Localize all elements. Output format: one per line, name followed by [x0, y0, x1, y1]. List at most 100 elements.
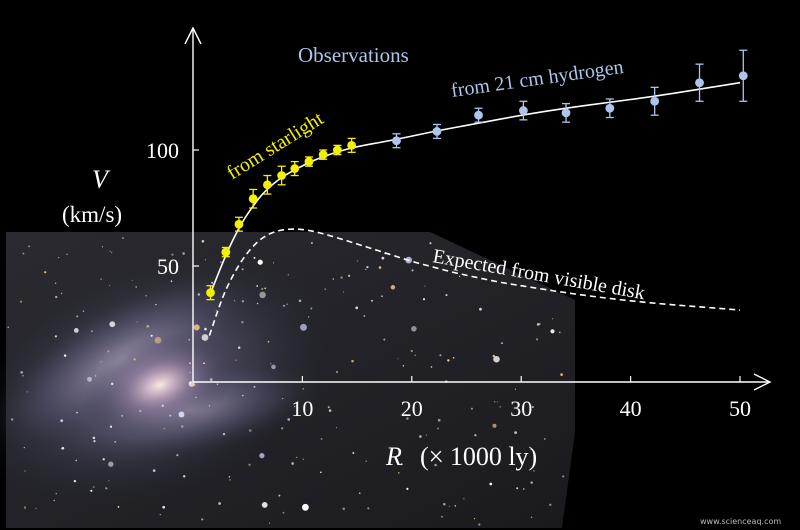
star [282, 511, 285, 514]
star [437, 418, 441, 422]
star [310, 307, 313, 310]
star [23, 506, 27, 509]
star [264, 287, 266, 290]
star [429, 242, 432, 245]
star [169, 414, 172, 417]
star [189, 372, 191, 374]
galaxy-core [83, 332, 237, 438]
starlight-point [234, 216, 244, 232]
star [281, 427, 284, 430]
star [499, 406, 501, 408]
star [473, 517, 476, 520]
star [228, 475, 231, 478]
star [411, 269, 414, 272]
star [430, 366, 433, 368]
starlight-point [290, 160, 300, 177]
star [139, 409, 142, 413]
star [259, 291, 266, 299]
star [530, 448, 532, 451]
star [23, 447, 25, 449]
star [282, 304, 286, 307]
star [211, 281, 214, 284]
point-marker [248, 194, 258, 204]
hydrogen-point [392, 133, 401, 149]
star [152, 469, 156, 472]
star [122, 237, 124, 239]
hydrogen-point [738, 49, 748, 102]
star [253, 256, 256, 259]
point-marker [304, 157, 314, 167]
point-marker [333, 145, 342, 155]
star [445, 294, 448, 297]
star [82, 310, 85, 312]
star [328, 409, 332, 412]
star [53, 499, 56, 502]
hydrogen-point [605, 98, 615, 119]
star [91, 330, 93, 332]
star [320, 471, 322, 474]
star [287, 274, 290, 276]
star [73, 328, 79, 333]
star [101, 246, 104, 248]
star [248, 429, 252, 432]
star [406, 487, 409, 490]
star [351, 359, 354, 363]
axes [184, 26, 772, 391]
star [398, 472, 400, 474]
star [293, 405, 296, 408]
star [335, 427, 337, 429]
star [163, 428, 165, 430]
star [261, 501, 268, 508]
star [400, 463, 403, 466]
star [286, 303, 288, 305]
star [320, 437, 323, 440]
star [414, 354, 417, 357]
star [562, 475, 565, 478]
star [335, 370, 339, 374]
star [397, 358, 399, 360]
star [501, 342, 503, 344]
point-marker [561, 108, 571, 118]
star [100, 361, 102, 363]
star [10, 418, 14, 421]
star [340, 276, 343, 279]
star [310, 242, 313, 245]
star [241, 268, 244, 271]
star [424, 285, 426, 287]
star [76, 315, 79, 318]
star [35, 507, 37, 509]
star [496, 401, 499, 403]
starlight-point [262, 174, 272, 195]
star [66, 253, 68, 256]
star [448, 505, 450, 507]
star [271, 364, 276, 370]
star [22, 375, 24, 377]
star [411, 326, 417, 332]
star [26, 391, 28, 393]
star [242, 394, 244, 397]
point-marker [234, 219, 244, 229]
star [492, 423, 497, 428]
star-field [7, 236, 565, 526]
watermark: www.scienceaq.com [700, 517, 781, 526]
star [410, 349, 413, 353]
star [300, 323, 307, 331]
star [268, 522, 271, 524]
star [55, 295, 58, 299]
star [332, 278, 335, 280]
star [201, 240, 205, 243]
star [454, 505, 457, 507]
star [234, 300, 236, 302]
point-marker [738, 71, 748, 81]
star [489, 482, 493, 486]
point-marker [650, 96, 660, 106]
star [150, 334, 153, 337]
star [135, 286, 137, 288]
star [342, 507, 346, 511]
expected-curve [208, 228, 741, 336]
star [434, 463, 437, 467]
star [530, 481, 533, 484]
star [24, 470, 26, 472]
star [193, 324, 200, 331]
